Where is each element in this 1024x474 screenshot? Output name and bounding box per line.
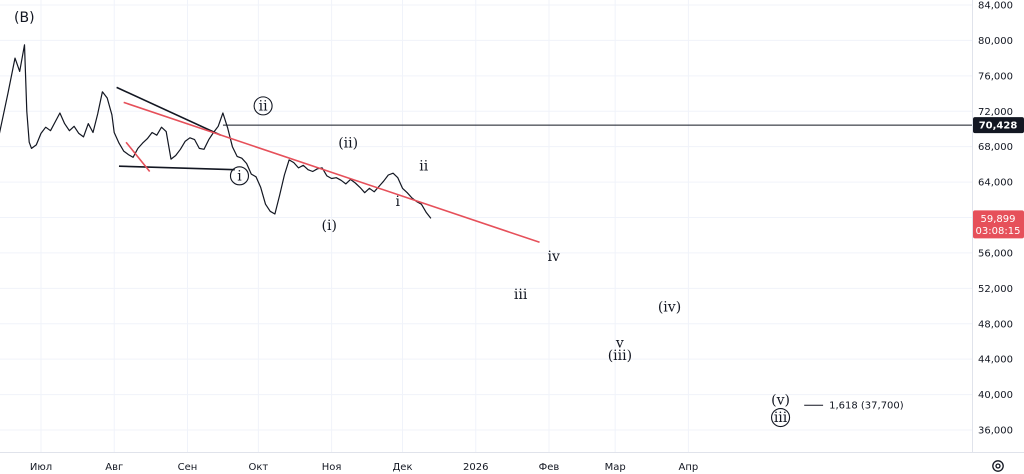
- fib-label: 1,618 (37,700): [829, 401, 904, 412]
- price-series: [0, 44, 432, 219]
- wave-label-circle: [229, 166, 250, 186]
- y-tick-label: 68,000: [978, 142, 1013, 153]
- wave-label: (iv): [658, 299, 681, 315]
- wave-label: i: [396, 194, 401, 210]
- y-tick-label: 72,000: [978, 107, 1013, 118]
- trendlines[interactable]: [123, 101, 540, 244]
- last-price-label: 59,899: [981, 214, 1016, 225]
- x-tick-label: Апр: [679, 462, 699, 473]
- wave-label: iii: [774, 410, 788, 426]
- level-price-label: 70,428: [979, 121, 1018, 132]
- last-price-badge: 59,899 03:08:15: [973, 210, 1024, 239]
- fib-level: 1,618 (37,700): [804, 401, 904, 412]
- wedge-lines: [116, 86, 235, 171]
- x-tick-label: Фев: [539, 462, 560, 473]
- y-tick-label: 56,000: [978, 248, 1013, 259]
- wave-label: iv: [548, 249, 560, 265]
- wave-label: ii: [419, 159, 428, 175]
- wave-label: (ii): [338, 136, 358, 152]
- y-tick-label: 44,000: [978, 355, 1013, 366]
- red-short-line: [125, 141, 151, 172]
- red-trendline: [123, 101, 540, 244]
- wave-label: v: [615, 336, 624, 352]
- chart-title: (B): [14, 10, 35, 26]
- y-tick-label: 40,000: [978, 390, 1013, 401]
- y-tick-label: 76,000: [978, 71, 1013, 82]
- x-tick-label: Июл: [30, 462, 52, 473]
- x-tick-label: Ноя: [322, 462, 342, 473]
- x-tick-label: Мар: [605, 462, 626, 473]
- x-tick-label: Окт: [249, 462, 269, 473]
- y-tick-label: 64,000: [978, 178, 1013, 189]
- y-tick-label: 48,000: [978, 319, 1013, 330]
- wave-label: (iii): [608, 348, 632, 364]
- wave-label: i: [237, 168, 242, 184]
- wave-label: (v): [771, 392, 790, 408]
- wave-label: (i): [322, 218, 337, 234]
- wave-label-circle: [771, 407, 791, 428]
- wave-label: ii: [259, 98, 268, 114]
- time-axis[interactable]: Июл Авг Сен Окт Ноя Дек 2026 Фев Мар Апр: [30, 462, 698, 473]
- x-tick-label: Сен: [178, 462, 198, 473]
- wave-label-circle: [253, 96, 273, 116]
- x-tick-label: Авг: [105, 462, 123, 473]
- y-tick-label: 80,000: [978, 36, 1013, 47]
- level-price-badge: 70,428: [973, 117, 1024, 134]
- y-tick-label: 52,000: [978, 284, 1013, 295]
- wave-label: iii: [514, 287, 528, 303]
- x-tick-label: Дек: [392, 462, 412, 473]
- grid: [0, 0, 972, 452]
- gear-icon[interactable]: [992, 460, 1004, 472]
- wedge-upper-line: [116, 86, 221, 136]
- y-tick-label: 84,000: [978, 1, 1013, 12]
- wedge-lower-line: [118, 165, 235, 171]
- countdown-label: 03:08:15: [976, 226, 1021, 237]
- x-tick-label: 2026: [463, 462, 488, 473]
- y-tick-label: 36,000: [978, 426, 1013, 437]
